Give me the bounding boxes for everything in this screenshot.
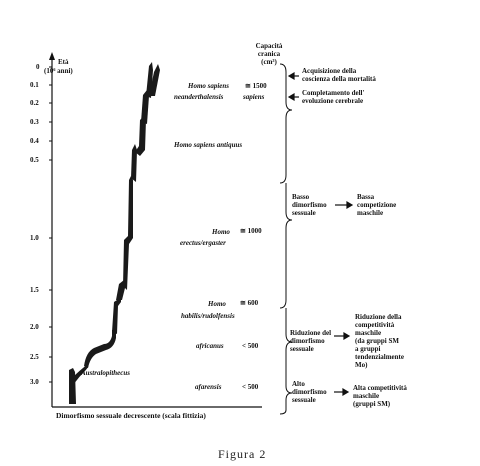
- tick-label: 0.4: [30, 137, 39, 145]
- label-habilis-capacity: ≅ 600: [240, 299, 259, 307]
- label-erectus-ergaster: erectus/ergaster: [180, 239, 226, 247]
- tick-label: 1.0: [30, 234, 39, 242]
- arrow-high-head: [342, 387, 350, 397]
- note-high-dimorphism: Alto dimorfismo sessuale: [292, 380, 327, 404]
- trunk-erectus: [123, 176, 133, 290]
- x-axis-label: Dimorfismo sessuale decrescente (scala f…: [56, 411, 206, 420]
- label-habilis-rudolfensis: habilis/rudolfensis: [181, 312, 235, 320]
- label-homo-habilis: Homo: [208, 300, 226, 308]
- y-axis-title: Età: [58, 58, 69, 66]
- label-afarensis-capacity: < 500: [242, 383, 259, 391]
- trunk-late: [141, 90, 149, 124]
- note-reduction-dimorphism: Riduzione del dimorfismo sessuale: [290, 329, 332, 353]
- capacity-header-line1: Capacità: [255, 42, 283, 50]
- tick-label: 0.5: [30, 156, 39, 164]
- tick-label: 2.5: [30, 353, 39, 361]
- capacity-header: Capacità cranica (cm³): [251, 42, 287, 66]
- y-axis-arrow: [49, 52, 55, 60]
- label-sapiens: sapiens: [243, 93, 265, 101]
- tick-label: 0: [36, 63, 40, 71]
- label-erectus-capacity: ≅ 1000: [240, 227, 262, 235]
- label-homo-sapiens: Homo sapiens: [188, 82, 230, 90]
- tick-label: 3.0: [30, 378, 39, 386]
- trunk-africanus: [84, 330, 116, 368]
- note-brain-evolution: Completamento dell' evoluzione cerebrale: [302, 89, 365, 105]
- trunk-habilis: [112, 296, 121, 334]
- arrow-mortality-head: [287, 71, 295, 81]
- label-sapiens-capacity: ≅ 1500: [245, 82, 267, 90]
- note-low-dimorphism: Basso dimorfismo sessuale: [292, 193, 327, 217]
- note-low-competition: Bassa competizione maschile: [357, 193, 397, 217]
- trunk-afarensis: [69, 368, 76, 404]
- right-brace: [279, 63, 293, 415]
- tick-label: 0.2: [30, 99, 39, 107]
- label-australopithecus: Australopithecus: [81, 369, 131, 377]
- tick-label: 2.0: [30, 323, 39, 331]
- tick-label: 1.5: [30, 286, 39, 294]
- label-homo-erectus: Homo: [212, 228, 230, 236]
- y-axis-unit: (10⁶ anni): [44, 67, 73, 75]
- label-neanderthalensis: neanderthalensis: [174, 93, 224, 101]
- trunk-antiquus: [135, 116, 146, 156]
- trunk-australopith-curve: [72, 364, 89, 384]
- capacity-header-line3: (cm³): [261, 58, 277, 66]
- arrow-evolution-head: [287, 92, 295, 102]
- tick-label: 0.1: [30, 81, 39, 89]
- note-reduction-competitivity: Riduzione della competitività maschile (…: [355, 313, 404, 369]
- figure-caption: Figura 2: [218, 447, 267, 461]
- capacity-header-line2: cranica: [257, 50, 281, 58]
- arrow-reduction-head: [343, 331, 351, 341]
- arrow-low-head: [346, 200, 354, 210]
- note-mortality: Acquisizione della coscienza della morta…: [302, 67, 376, 83]
- y-axis-ticks: [49, 66, 52, 383]
- tick-label: 0.3: [30, 118, 39, 126]
- label-homo-sapiens-antiquus: Homo sapiens antiquus: [174, 141, 243, 149]
- label-africanus-capacity: < 500: [242, 342, 259, 350]
- label-afarensis: afarensis: [195, 383, 222, 391]
- trunk-sapiens-branch: [149, 64, 160, 96]
- note-high-competitivity: Alta competitività maschile (gruppi SM): [353, 384, 407, 408]
- label-africanus: africanus: [196, 342, 224, 350]
- evolution-trunk: [69, 62, 160, 404]
- trunk-erectus-top: [131, 144, 137, 182]
